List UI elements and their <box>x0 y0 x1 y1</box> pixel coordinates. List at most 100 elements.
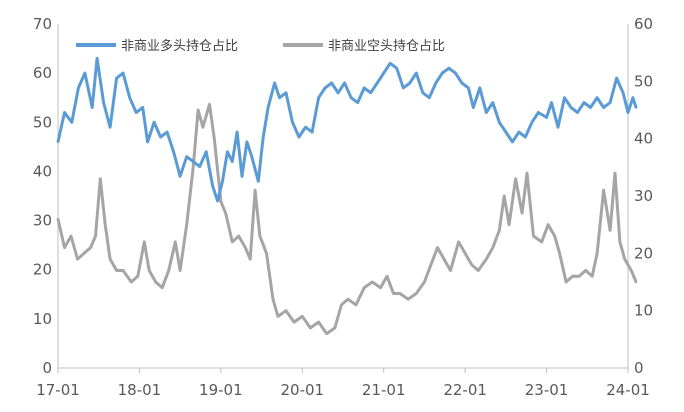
data-point-short <box>477 269 480 272</box>
data-point-short <box>491 246 494 249</box>
data-point-short <box>354 303 358 307</box>
data-point-long <box>310 130 314 134</box>
data-point-short <box>94 234 97 238</box>
data-point-short <box>82 252 86 255</box>
data-point-short <box>136 275 139 278</box>
y-right-tick-label: 40 <box>634 130 653 148</box>
data-point-long <box>128 96 131 99</box>
data-point-long <box>304 126 307 129</box>
data-point-short <box>265 252 268 255</box>
y-left-tick-label: 70 <box>33 15 52 33</box>
data-point-long <box>152 121 156 124</box>
data-point-short <box>89 246 92 249</box>
data-point-short <box>69 234 73 238</box>
data-point-short <box>258 234 262 238</box>
data-point-long <box>454 71 457 75</box>
data-point-short <box>154 280 157 284</box>
data-point-short <box>325 332 328 335</box>
data-point-short <box>532 234 535 238</box>
data-point-long <box>621 91 625 95</box>
data-point-long <box>257 180 260 183</box>
data-point-short <box>231 240 234 244</box>
data-point-short <box>346 298 350 301</box>
data-point-short <box>108 257 112 261</box>
data-point-long <box>172 150 175 153</box>
data-point-short <box>498 229 501 232</box>
data-point-short <box>595 252 599 255</box>
data-point-short <box>371 280 374 284</box>
data-point-long <box>602 106 605 109</box>
y-left-tick-label: 60 <box>33 64 52 82</box>
data-point-short <box>613 171 617 175</box>
data-point-short <box>470 263 473 266</box>
data-point-long <box>284 91 288 95</box>
data-point-long <box>472 106 475 109</box>
x-tick-label: 20-01 <box>280 381 324 399</box>
data-point-short <box>143 240 146 244</box>
data-point-short <box>463 252 467 255</box>
data-point-long <box>376 81 379 85</box>
data-point-short <box>185 223 188 226</box>
data-point-short <box>608 229 612 232</box>
x-tick-label: 21-01 <box>362 381 406 399</box>
data-point-short <box>130 280 133 284</box>
data-point-short <box>253 189 257 192</box>
x-tick-label: 18-01 <box>118 381 162 399</box>
data-point-short <box>178 269 182 272</box>
data-point-short <box>429 263 433 266</box>
data-point-short <box>104 223 107 226</box>
data-point-short <box>213 137 216 140</box>
data-point-short <box>76 257 79 261</box>
data-point-long <box>211 185 214 188</box>
data-point-short <box>618 240 622 244</box>
data-point-long <box>511 140 514 144</box>
data-point-short <box>333 326 337 330</box>
data-point-short <box>520 212 524 215</box>
data-point-short <box>558 252 561 255</box>
data-point-short <box>553 234 556 238</box>
data-point-long <box>216 199 219 203</box>
data-point-long <box>517 130 521 134</box>
data-point-long <box>363 86 366 90</box>
data-point-long <box>262 135 265 139</box>
data-point-short <box>121 269 125 272</box>
data-point-long <box>389 62 392 65</box>
y-left-tick-label: 50 <box>33 113 52 131</box>
data-point-short <box>219 200 223 203</box>
y-left-tick-label: 10 <box>33 310 52 328</box>
data-point-short <box>244 246 247 249</box>
data-point-long <box>434 81 437 85</box>
data-point-long <box>563 96 566 99</box>
data-point-short <box>196 108 200 112</box>
y-right-tick-label: 10 <box>634 302 653 320</box>
data-point-short <box>385 275 389 278</box>
data-point-short <box>201 126 205 129</box>
axes: 0 10 20 30 40 50 60 70 0 10 20 30 40 50 60 17-01 18-01 19… <box>33 15 653 399</box>
data-point-long <box>589 106 592 109</box>
data-point-long <box>250 155 253 158</box>
data-point-short <box>249 257 252 261</box>
data-point-long <box>221 180 224 183</box>
data-point-long <box>323 86 327 90</box>
data-point-long <box>491 101 494 104</box>
data-point-long <box>485 111 488 114</box>
data-point-short <box>192 166 195 169</box>
data-point-long <box>115 76 118 80</box>
data-point-long <box>460 81 464 85</box>
data-point-long <box>240 175 244 178</box>
data-point-short <box>564 280 568 284</box>
data-point-long <box>349 96 353 99</box>
data-point-long <box>498 121 501 124</box>
data-point-long <box>226 150 229 153</box>
data-point-short <box>224 212 227 215</box>
y-right-tick-label: 30 <box>634 187 653 205</box>
data-point-short <box>577 275 581 278</box>
data-point-long <box>608 101 612 104</box>
data-point-long <box>478 86 481 90</box>
data-point-long <box>582 101 586 104</box>
y-right-tick-label: 60 <box>634 15 653 33</box>
data-point-short <box>167 269 170 272</box>
data-point-short <box>584 269 587 272</box>
data-point-long <box>530 121 534 124</box>
data-point-long <box>273 81 276 85</box>
